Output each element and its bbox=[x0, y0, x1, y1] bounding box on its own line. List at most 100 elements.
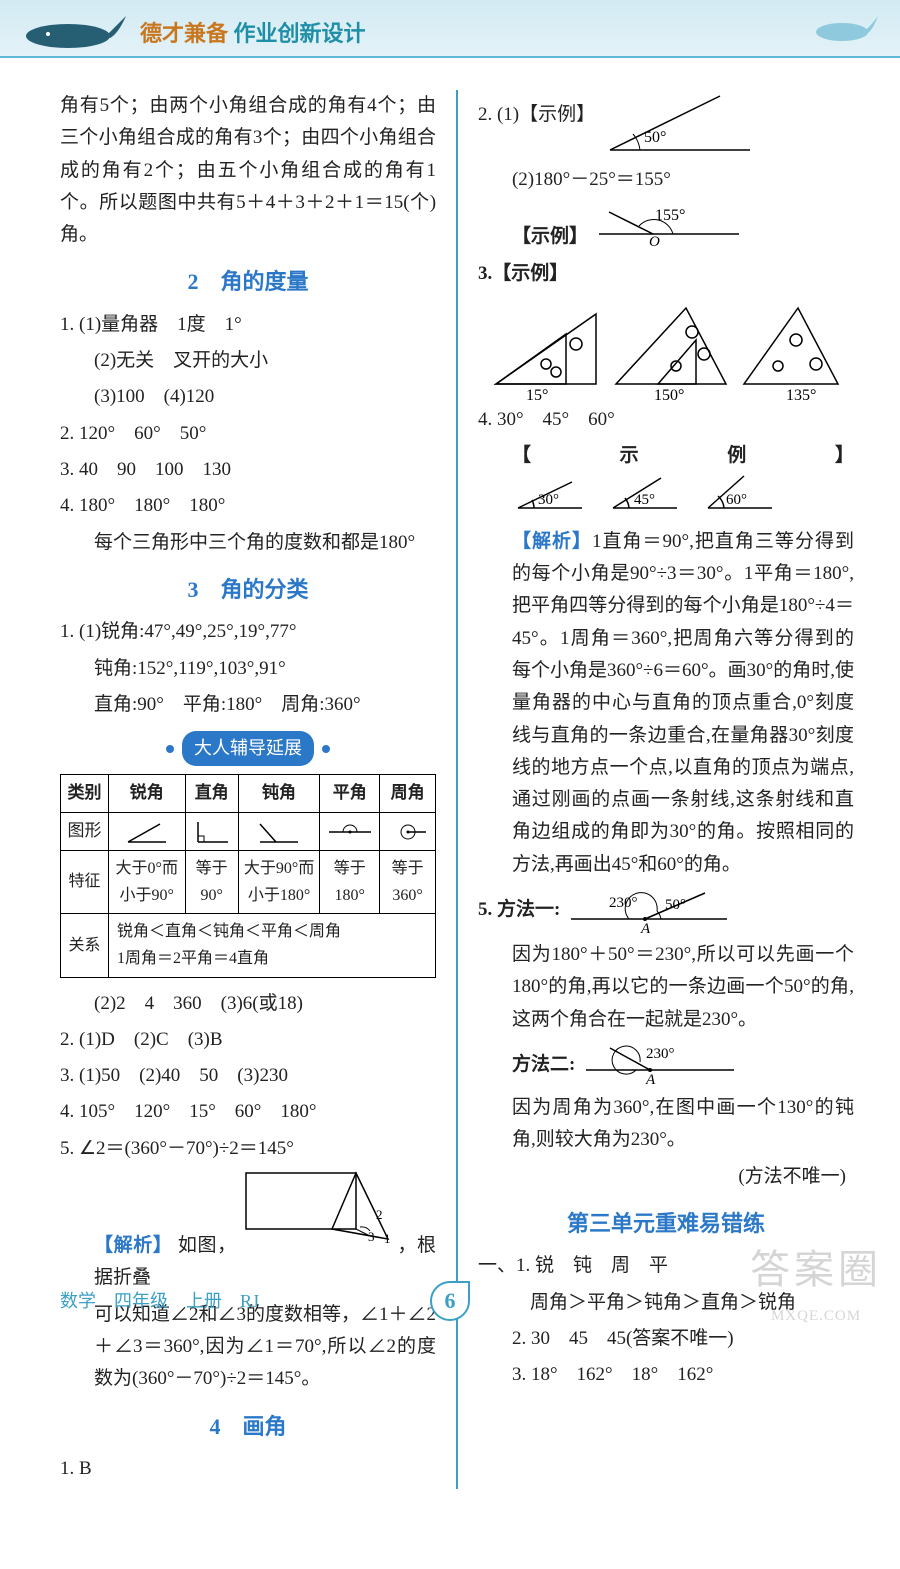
example-label-2: 【示例】 bbox=[512, 445, 854, 466]
angle-50-figure: 50° bbox=[600, 90, 760, 160]
feat-3: 等于180° bbox=[320, 850, 380, 913]
q4a: 4. 30° 45° 60° bbox=[478, 404, 854, 436]
watermark-name: 答案圈 bbox=[750, 1236, 882, 1304]
q5a: 5. 方法一: 230° 50° A bbox=[478, 885, 854, 935]
s3-l4: 4. 105° 120° 15° 60° 180° bbox=[60, 1096, 436, 1128]
svg-text:135°: 135° bbox=[786, 387, 816, 404]
s3-l5ex-a: 如图， bbox=[178, 1235, 237, 1256]
svg-text:230°: 230° bbox=[646, 1046, 675, 1062]
s2-l4: 4. 180° 180° 180° bbox=[60, 490, 436, 522]
q2c: 【示例】 155° O bbox=[478, 200, 854, 253]
section-2-title: 2 角的度量 bbox=[60, 263, 436, 300]
rel1: 锐角＜直角＜钝角＜平角＜周角 bbox=[117, 918, 431, 945]
section-3-title: 3 角的分类 bbox=[60, 571, 436, 608]
th-straight: 平角 bbox=[320, 774, 380, 812]
th-acute: 锐角 bbox=[109, 774, 186, 812]
u3-3: 3. 18° 162° 18° 162° bbox=[478, 1359, 854, 1391]
s2-l2: 2. 120° 60° 50° bbox=[60, 418, 436, 450]
shape-acute bbox=[109, 812, 186, 850]
watermark-url: MXQE.COM bbox=[750, 1304, 882, 1330]
angle-155-figure: 155° O bbox=[593, 200, 743, 248]
q2a-text: 2. (1)【示例】 bbox=[478, 104, 595, 125]
q2b: (2)180°－25°＝155° bbox=[478, 164, 854, 196]
method1-figure: 230° 50° A bbox=[565, 885, 735, 935]
svg-text:A: A bbox=[645, 1072, 656, 1088]
q4-ex-text: 1直角＝90°,把直角三等分得到的每个小角是90°÷3＝30°。1平角＝180°… bbox=[512, 531, 854, 875]
q2a: 2. (1)【示例】 50° bbox=[478, 90, 854, 160]
tutor-badge: 大人辅导延展 bbox=[60, 731, 436, 766]
svg-text:A: A bbox=[640, 921, 651, 935]
page-number: 6 bbox=[430, 1281, 470, 1321]
svg-text:155°: 155° bbox=[655, 207, 685, 224]
feat-4: 等于360° bbox=[380, 850, 436, 913]
shape-full bbox=[380, 812, 436, 850]
s3-l1a: 1. (1)锐角:47°,49°,25°,19°,77° bbox=[60, 616, 436, 648]
s2-l1c: (3)100 (4)120 bbox=[60, 381, 436, 413]
s3-l3: 3. (1)50 (2)40 50 (3)230 bbox=[60, 1060, 436, 1092]
q5c: 方法二: 230° A bbox=[478, 1040, 854, 1088]
th-right: 直角 bbox=[185, 774, 238, 812]
feat-1: 等于90° bbox=[185, 850, 238, 913]
s2-l1: 1. (1)量角器 1度 1° bbox=[60, 309, 436, 341]
shape-straight bbox=[320, 812, 380, 850]
q5c-text: 方法二: bbox=[512, 1054, 575, 1075]
brand-secondary: 作业创新设计 bbox=[234, 21, 366, 46]
shape-right bbox=[185, 812, 238, 850]
rel2: 1周角＝2平角＝4直角 bbox=[117, 945, 431, 972]
watermark: 答案圈 MXQE.COM bbox=[750, 1236, 882, 1330]
page-body: 角有5个；由两个小角组合成的角有4个；由三个小角组合成的角有3个；由四个小角组合… bbox=[0, 58, 900, 1569]
svg-text:230°: 230° bbox=[609, 895, 638, 911]
triangle-set-figure: 15° 150° 135° bbox=[478, 294, 854, 404]
example-label: 【示例】 bbox=[512, 226, 588, 247]
s2-l3: 3. 40 90 100 130 bbox=[60, 454, 436, 486]
column-divider bbox=[456, 90, 458, 1489]
q4b: 【示例】 30° 45° 60° bbox=[478, 440, 854, 522]
s3-l2: 2. (1)D (2)C (3)B bbox=[60, 1024, 436, 1056]
svg-text:150°: 150° bbox=[654, 387, 684, 404]
svg-text:45°: 45° bbox=[634, 492, 655, 508]
svg-text:2: 2 bbox=[376, 1207, 383, 1222]
q3-label: 3.【示例】 bbox=[478, 258, 854, 290]
q4-ex: 【解析】1直角＝90°,把直角三等分得到的每个小角是90°÷3＝30°。1平角＝… bbox=[478, 526, 854, 881]
brand-primary: 德才兼备 bbox=[140, 21, 228, 46]
s3-l1b: 钝角:152°,119°,103°,91° bbox=[60, 653, 436, 685]
svg-text:30°: 30° bbox=[538, 492, 559, 508]
intro-para: 角有5个；由两个小角组合成的角有4个；由三个小角组合成的角有3个；由四个小角组合… bbox=[60, 90, 436, 251]
q5e: (方法不唯一) bbox=[478, 1161, 854, 1193]
th-full: 周角 bbox=[380, 774, 436, 812]
angle-50-label: 50° bbox=[644, 129, 666, 146]
method2-figure: 230° A bbox=[580, 1040, 740, 1088]
svg-text:15°: 15° bbox=[526, 387, 548, 404]
left-column: 角有5个；由两个小角组合成的角有4个；由三个小角组合成的角有3个；由四个小角组合… bbox=[60, 90, 436, 1489]
s3-l5ex: 【解析】 如图， 2 3 1 ，根据折叠 bbox=[60, 1169, 436, 1295]
page-header: 德才兼备 作业创新设计 bbox=[0, 0, 900, 58]
row-shape-label: 图形 bbox=[61, 812, 109, 850]
svg-text:50°: 50° bbox=[665, 897, 686, 913]
s2-l4b: 每个三角形中三个角的度数和都是180° bbox=[60, 527, 436, 559]
s2-l1b: (2)无关 叉开的大小 bbox=[60, 345, 436, 377]
th-obtuse: 钝角 bbox=[238, 774, 319, 812]
whale-icon-small bbox=[808, 8, 878, 42]
whale-icon bbox=[18, 6, 128, 48]
q5a-text: 5. 方法一: bbox=[478, 899, 560, 920]
q5d: 因为周角为360°,在图中画一个130°的钝角,则较大角为230°。 bbox=[478, 1092, 854, 1157]
s3-l5: 5. ∠2＝(360°－70°)÷2＝145° bbox=[60, 1133, 436, 1165]
fold-figure: 2 3 1 bbox=[242, 1169, 392, 1257]
angle-type-table: 类别 锐角 直角 钝角 平角 周角 图形 特征 大于0°而小于90° 等于90°… bbox=[60, 774, 436, 978]
section-4-title: 4 画角 bbox=[60, 1408, 436, 1445]
row-feat-label: 特征 bbox=[61, 850, 109, 913]
svg-text:1: 1 bbox=[384, 1231, 391, 1246]
rel-cell: 锐角＜直角＜钝角＜平角＜周角 1周角＝2平角＝4直角 bbox=[109, 914, 436, 977]
s3-l1c: 直角:90° 平角:180° 周角:360° bbox=[60, 689, 436, 721]
svg-text:60°: 60° bbox=[726, 492, 747, 508]
th-category: 类别 bbox=[61, 774, 109, 812]
svg-text:O: O bbox=[649, 234, 660, 248]
analysis-label-2: 【解析】 bbox=[512, 531, 592, 552]
feat-0: 大于0°而小于90° bbox=[109, 850, 186, 913]
q5b: 因为180°＋50°＝230°,所以可以先画一个180°的角,再以它的一条边画一… bbox=[478, 939, 854, 1036]
header-title: 德才兼备 作业创新设计 bbox=[140, 15, 366, 52]
s3-l1d: (2)2 4 360 (3)6(或18) bbox=[60, 988, 436, 1020]
tutor-label: 大人辅导延展 bbox=[182, 731, 314, 766]
row-rel-label: 关系 bbox=[61, 914, 109, 977]
analysis-label: 【解析】 bbox=[94, 1235, 172, 1256]
